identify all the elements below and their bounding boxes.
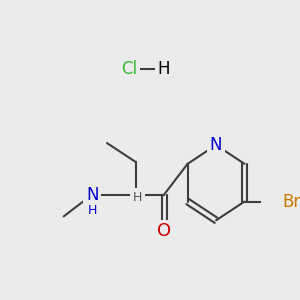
Text: O: O (157, 222, 171, 240)
Text: N: N (210, 136, 222, 154)
Text: Br: Br (283, 193, 300, 211)
Text: H: H (88, 204, 97, 217)
Text: N: N (86, 186, 98, 204)
Text: Br: Br (283, 193, 300, 211)
Text: H: H (133, 191, 142, 204)
Text: Cl: Cl (122, 60, 138, 78)
Text: Cl: Cl (122, 60, 138, 78)
Text: N: N (86, 186, 98, 204)
Text: N: N (210, 136, 222, 154)
Text: H: H (158, 60, 170, 78)
Text: H: H (133, 191, 142, 204)
Text: O: O (157, 222, 171, 240)
Text: H: H (158, 60, 170, 78)
